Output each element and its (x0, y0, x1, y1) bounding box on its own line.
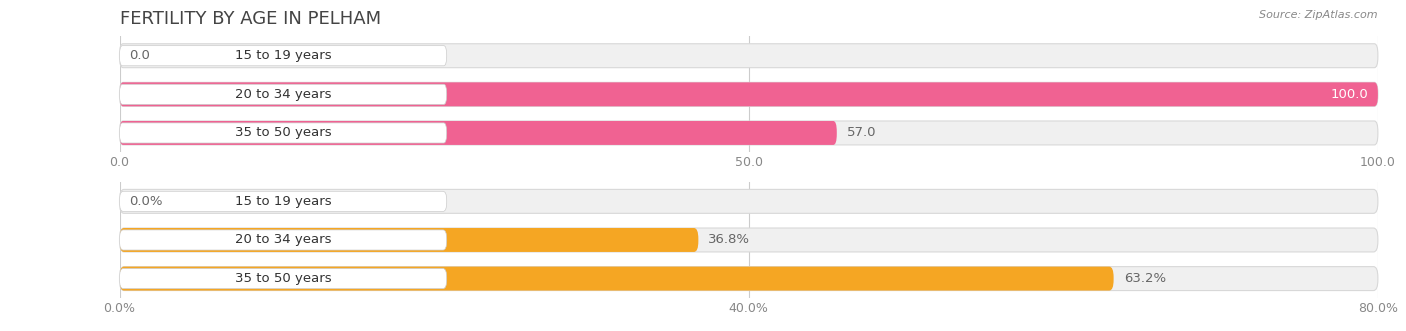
FancyBboxPatch shape (120, 228, 699, 252)
FancyBboxPatch shape (120, 121, 1378, 145)
Text: 15 to 19 years: 15 to 19 years (235, 195, 332, 208)
FancyBboxPatch shape (120, 191, 447, 212)
Text: 20 to 34 years: 20 to 34 years (235, 233, 332, 247)
Text: 35 to 50 years: 35 to 50 years (235, 126, 332, 139)
FancyBboxPatch shape (120, 121, 837, 145)
Text: 100.0: 100.0 (1330, 88, 1368, 101)
FancyBboxPatch shape (120, 267, 1114, 291)
FancyBboxPatch shape (120, 44, 1378, 68)
FancyBboxPatch shape (120, 82, 1378, 106)
Text: 0.0: 0.0 (129, 49, 150, 62)
FancyBboxPatch shape (120, 82, 1378, 106)
Text: 36.8%: 36.8% (709, 233, 751, 247)
FancyBboxPatch shape (120, 268, 447, 289)
FancyBboxPatch shape (120, 189, 1378, 213)
Text: 35 to 50 years: 35 to 50 years (235, 272, 332, 285)
FancyBboxPatch shape (120, 267, 1378, 291)
Text: 63.2%: 63.2% (1123, 272, 1166, 285)
FancyBboxPatch shape (120, 84, 447, 104)
FancyBboxPatch shape (120, 228, 1378, 252)
Text: FERTILITY BY AGE IN PELHAM: FERTILITY BY AGE IN PELHAM (120, 10, 381, 28)
Text: 15 to 19 years: 15 to 19 years (235, 49, 332, 62)
Text: Source: ZipAtlas.com: Source: ZipAtlas.com (1260, 10, 1378, 20)
FancyBboxPatch shape (120, 46, 447, 66)
FancyBboxPatch shape (120, 123, 447, 143)
Text: 57.0: 57.0 (846, 126, 876, 139)
FancyBboxPatch shape (120, 230, 447, 250)
Text: 0.0%: 0.0% (129, 195, 163, 208)
Text: 20 to 34 years: 20 to 34 years (235, 88, 332, 101)
